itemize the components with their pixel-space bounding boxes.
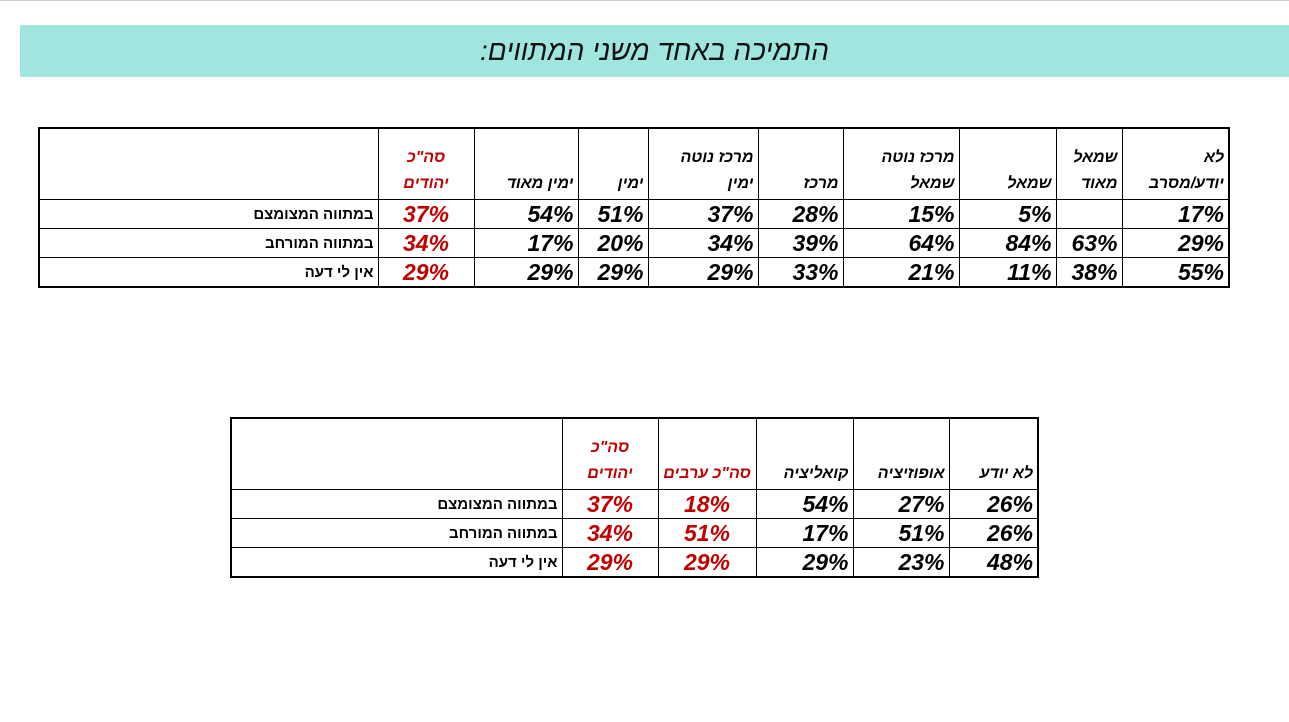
title: התמיכה באחד משני המתווים: — [479, 35, 830, 66]
value-cell: 29% — [377, 257, 475, 288]
table-full: לא יודע/מסרב שמאל מאוד שמאל מרכז נוטה שמאל מ… — [38, 127, 1230, 288]
column-header: ימין מאוד — [473, 127, 579, 200]
value-cell: 15% — [842, 199, 960, 229]
row-label: במתווה המצומצם — [230, 489, 563, 519]
column-header: מרכז — [757, 127, 844, 200]
value-cell: 26% — [948, 518, 1039, 548]
top-border — [0, 0, 1289, 1]
corner-cell — [230, 417, 563, 490]
value-cell: 54% — [755, 489, 854, 519]
data-row: 26% 27% 54% 18% 37% במתווה המצומצם — [230, 489, 1039, 519]
column-header: קואליציה — [755, 417, 854, 490]
value-cell: 29% — [577, 257, 649, 288]
value-cell: 29% — [561, 547, 659, 578]
value-cell: 33% — [757, 257, 844, 288]
value-cell: 23% — [852, 547, 950, 578]
value-cell: 37% — [561, 489, 659, 519]
row-label: אין לי דעה — [230, 547, 563, 578]
value-cell: 34% — [561, 518, 659, 548]
value-cell: 63% — [1055, 228, 1123, 258]
value-cell: 29% — [657, 547, 757, 578]
data-row: 17% 5% 15% 28% 37% 51% 54% 37% במתווה המצומצם — [38, 199, 1230, 229]
value-cell: 26% — [948, 489, 1039, 519]
column-header: מרכז נוטה שמאל — [842, 127, 960, 200]
value-cell: 51% — [852, 518, 950, 548]
column-header: אופוזיציה — [852, 417, 950, 490]
value-cell: 21% — [842, 257, 960, 288]
value-cell: 5% — [958, 199, 1057, 229]
column-header: לא יודע/מסרב — [1121, 127, 1230, 200]
data-row: 29% 63% 84% 64% 39% 34% 20% 17% 34% במתווה המורחב — [38, 228, 1230, 258]
column-header: סה"כ יהודים — [377, 127, 475, 200]
value-cell: 34% — [377, 228, 475, 258]
table-blocs: לא יודע אופוזיציה קואליציה סה"כ ערבים סה"כ י… — [230, 417, 1039, 578]
column-header: לא יודע — [948, 417, 1039, 490]
column-header: סה"כ ערבים — [657, 417, 757, 490]
column-header: שמאל — [958, 127, 1057, 200]
header-row: לא יודע/מסרב שמאל מאוד שמאל מרכז נוטה שמאל מ… — [38, 127, 1230, 200]
value-cell: 39% — [757, 228, 844, 258]
title-bar: התמיכה באחד משני המתווים: — [20, 25, 1289, 77]
data-row: 55% 38% 11% 21% 33% 29% 29% 29% 29% אין לי דעה — [38, 257, 1230, 288]
value-cell: 11% — [958, 257, 1057, 288]
value-cell: 17% — [1121, 199, 1230, 229]
value-cell: 29% — [755, 547, 854, 578]
value-cell: 27% — [852, 489, 950, 519]
column-header: מרכז נוטה ימין — [647, 127, 759, 200]
value-cell: 84% — [958, 228, 1057, 258]
value-cell: 64% — [842, 228, 960, 258]
data-row: 26% 51% 17% 51% 34% במתווה המורחב — [230, 518, 1039, 548]
value-cell: 38% — [1055, 257, 1123, 288]
value-cell: 28% — [757, 199, 844, 229]
row-label: אין לי דעה — [38, 257, 379, 288]
value-cell: 29% — [1121, 228, 1230, 258]
value-cell: 51% — [577, 199, 649, 229]
column-header: ימין — [577, 127, 649, 200]
row-label: במתווה המורחב — [38, 228, 379, 258]
value-cell: 37% — [647, 199, 759, 229]
row-label: במתווה המורחב — [230, 518, 563, 548]
value-cell: 17% — [755, 518, 854, 548]
value-cell: 29% — [473, 257, 579, 288]
column-header: סה"כ יהודים — [561, 417, 659, 490]
value-cell: 48% — [948, 547, 1039, 578]
value-cell: 37% — [377, 199, 475, 229]
data-row: 48% 23% 29% 29% 29% אין לי דעה — [230, 547, 1039, 578]
value-cell: 18% — [657, 489, 757, 519]
value-cell: 55% — [1121, 257, 1230, 288]
row-label: במתווה המצומצם — [38, 199, 379, 229]
corner-cell — [38, 127, 379, 200]
value-cell: 34% — [647, 228, 759, 258]
column-header: שמאל מאוד — [1055, 127, 1123, 200]
value-cell: 51% — [657, 518, 757, 548]
header-row: לא יודע אופוזיציה קואליציה סה"כ ערבים סה"כ י… — [230, 417, 1039, 490]
value-cell: 54% — [473, 199, 579, 229]
value-cell: 29% — [647, 257, 759, 288]
value-cell: 20% — [577, 228, 649, 258]
value-cell: 17% — [473, 228, 579, 258]
value-cell — [1055, 199, 1123, 229]
